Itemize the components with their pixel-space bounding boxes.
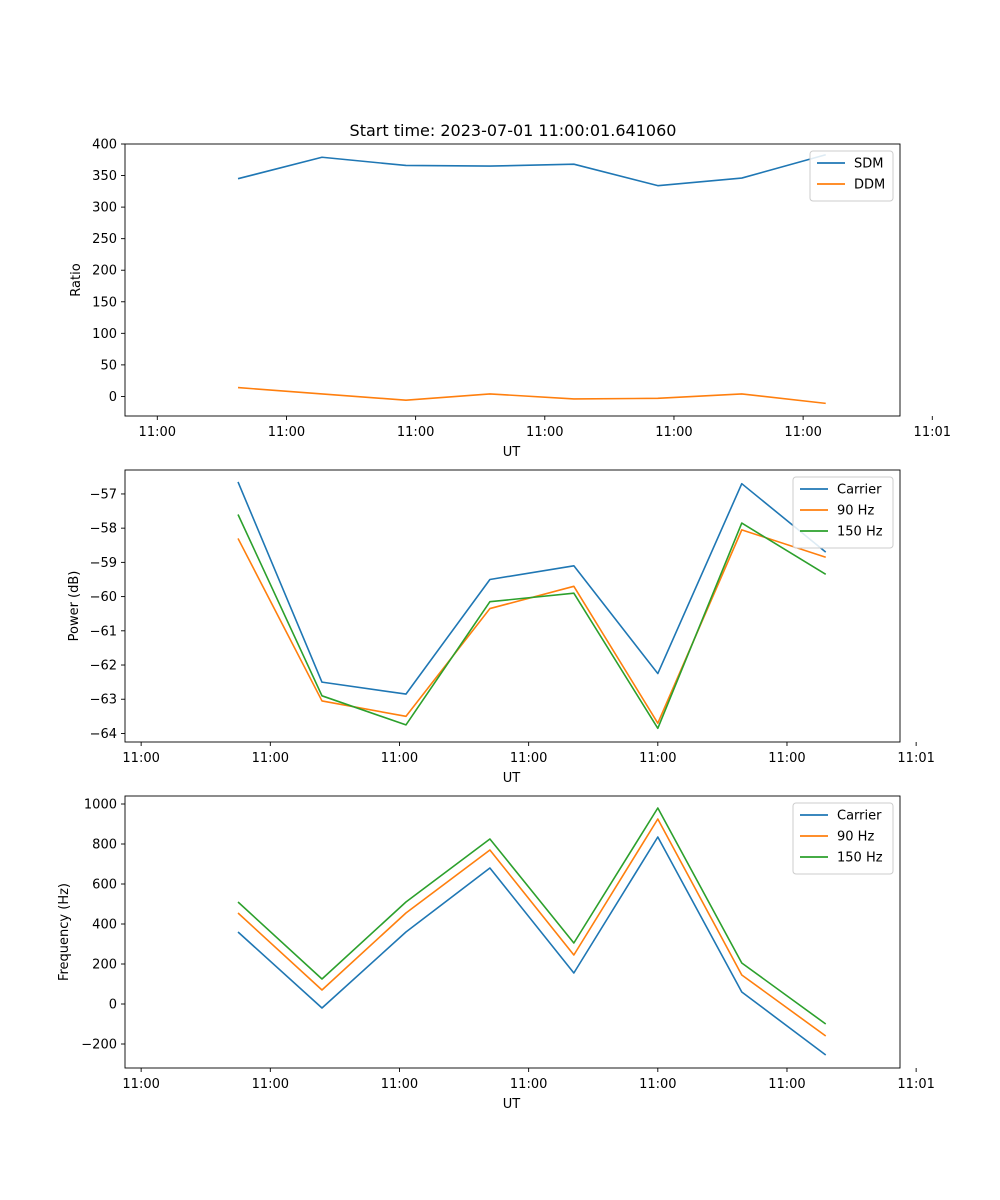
y-tick-label: 350 — [92, 169, 117, 184]
y-tick-label: 150 — [92, 295, 117, 310]
legend-label: Carrier — [837, 483, 882, 498]
series-line-sdm — [237, 153, 826, 187]
y-tick-label: −63 — [90, 693, 117, 708]
y-axis-label: Ratio — [69, 263, 84, 296]
plot-frame — [124, 469, 901, 743]
x-tick-label: 11:00 — [784, 425, 821, 440]
y-tick-label: −58 — [90, 522, 117, 537]
x-tick-label: 11:00 — [510, 1077, 547, 1092]
y-tick-label: 50 — [100, 358, 117, 373]
series-line-150-hz — [237, 807, 827, 1025]
y-tick-label: −60 — [90, 590, 117, 605]
x-tick-label: 11:00 — [397, 425, 434, 440]
y-tick-label: 600 — [92, 878, 117, 893]
x-tick-label: 11:01 — [897, 751, 934, 766]
y-tick-label: −61 — [90, 624, 117, 639]
plot-area — [125, 144, 900, 416]
legend-label: 90 Hz — [837, 504, 874, 519]
series-line-ddm — [237, 386, 826, 405]
y-tick-label: 250 — [92, 232, 117, 247]
x-tick-label: 11:00 — [252, 1077, 289, 1092]
x-tick-label: 11:00 — [768, 751, 805, 766]
plot-area — [125, 470, 900, 742]
x-tick-label: 11:00 — [252, 751, 289, 766]
charts-container: 11:00 11:00 11:00 11:00 11:00 11:00 11:01 0 50 10… — [57, 138, 951, 1113]
x-axis-label: UT — [503, 1097, 521, 1112]
chart-2: 11:00 11:00 11:00 11:00 11:00 11:00 11:01 −64 −6… — [67, 469, 935, 786]
x-tick-label: 11:00 — [639, 1077, 676, 1092]
legend-label: 90 Hz — [837, 830, 874, 845]
series-line-carrier — [237, 481, 827, 695]
x-tick-label: 11:00 — [655, 425, 692, 440]
series-line-150-hz — [237, 514, 827, 730]
y-tick-label: 100 — [92, 327, 117, 342]
figure-title: Start time: 2023-07-01 11:00:01.641060 — [350, 121, 677, 140]
plot-frame — [124, 795, 901, 1069]
y-tick-label: 400 — [92, 918, 117, 933]
legend-label: 150 Hz — [837, 525, 883, 540]
y-axis-label: Power (dB) — [67, 571, 82, 642]
legend: Carrier 90 Hz 150 Hz — [792, 802, 894, 875]
x-tick-label: 11:01 — [897, 1077, 934, 1092]
chart-1: 11:00 11:00 11:00 11:00 11:00 11:00 11:01 0 50 10… — [69, 138, 951, 461]
x-tick-label: 11:00 — [381, 751, 418, 766]
x-axis-label: UT — [503, 445, 521, 460]
x-tick-label: 11:00 — [122, 1077, 159, 1092]
legend-label: DDM — [854, 178, 885, 193]
series-line-carrier — [237, 836, 827, 1056]
y-tick-label: −62 — [90, 659, 117, 674]
x-tick-label: 11:00 — [122, 751, 159, 766]
legend: SDM DDM — [809, 150, 894, 202]
x-tick-label: 11:00 — [139, 425, 176, 440]
x-tick-label: 11:00 — [381, 1077, 418, 1092]
x-tick-label: 11:00 — [268, 425, 305, 440]
x-tick-label: 11:00 — [510, 751, 547, 766]
series-line-90-hz — [237, 818, 827, 1037]
legend-label: SDM — [854, 157, 883, 172]
x-tick-label: 11:00 — [639, 751, 676, 766]
x-axis-label: UT — [503, 771, 521, 786]
y-tick-label: −59 — [90, 556, 117, 571]
legend-label: 150 Hz — [837, 851, 883, 866]
y-tick-label: 400 — [92, 138, 117, 153]
y-tick-label: 800 — [92, 838, 117, 853]
x-tick-label: 11:00 — [768, 1077, 805, 1092]
y-tick-label: 300 — [92, 201, 117, 216]
legend-label: Carrier — [837, 809, 882, 824]
y-tick-label: −64 — [90, 727, 117, 742]
y-tick-label: 0 — [109, 998, 117, 1013]
y-axis-label: Frequency (Hz) — [57, 883, 72, 981]
y-tick-label: 200 — [92, 958, 117, 973]
plot-area — [125, 796, 900, 1068]
y-tick-label: 200 — [92, 264, 117, 279]
y-tick-label: 1000 — [84, 798, 117, 813]
y-tick-label: −200 — [81, 1038, 117, 1053]
plot-frame — [124, 143, 901, 417]
chart-3: 11:00 11:00 11:00 11:00 11:00 11:00 11:01 −200 0… — [57, 795, 935, 1112]
legend: Carrier 90 Hz 150 Hz — [792, 476, 894, 549]
y-tick-label: 0 — [109, 390, 117, 405]
x-tick-label: 11:00 — [526, 425, 563, 440]
y-tick-label: −57 — [90, 487, 117, 502]
x-tick-label: 11:01 — [914, 425, 951, 440]
